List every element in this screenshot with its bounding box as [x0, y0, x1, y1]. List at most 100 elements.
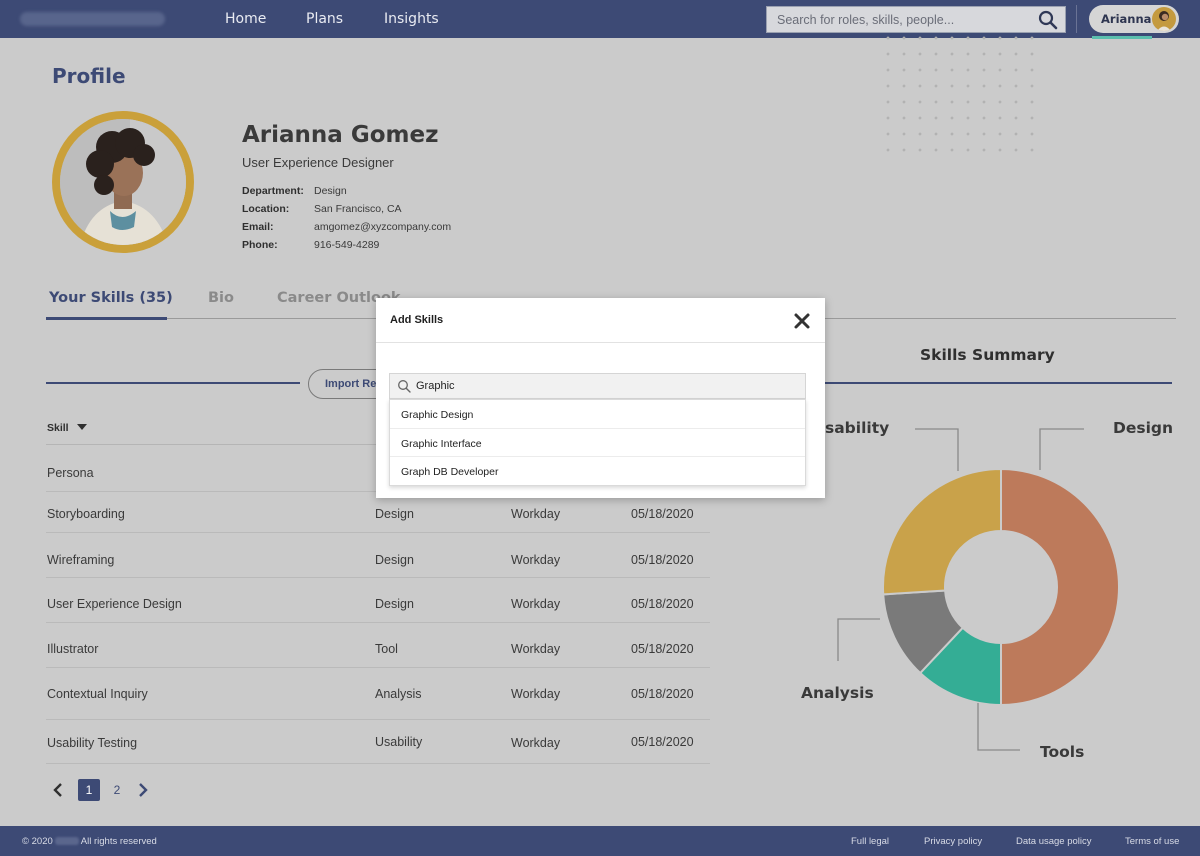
- location-label: Location:: [242, 203, 290, 215]
- leader-line-analysis: [837, 618, 880, 661]
- dot-pattern-decoration: [880, 30, 1040, 158]
- chart-label-design: Design: [1113, 419, 1174, 437]
- company-logo[interactable]: [20, 12, 165, 26]
- modal-title: Add Skills: [390, 314, 444, 326]
- skill-suggestions: Graphic Design Graphic Interface Graph D…: [389, 399, 806, 486]
- summary-section-rule: [825, 382, 1172, 384]
- user-avatar: [1152, 7, 1176, 31]
- active-tab-indicator: [46, 317, 167, 320]
- row-divider: [46, 719, 710, 720]
- nav-link-home[interactable]: Home: [225, 11, 267, 27]
- suggestion-item[interactable]: Graph DB Developer: [390, 456, 805, 484]
- department-label: Department:: [242, 185, 304, 197]
- leader-line-design: [1039, 428, 1084, 470]
- skill-date: 05/18/2020: [631, 735, 694, 749]
- donut-slices: [882, 467, 1120, 707]
- copyright: © 2020 All rights reserved: [22, 836, 157, 847]
- skill-category: Tool: [375, 642, 398, 656]
- footer-link-full-legal[interactable]: Full legal: [851, 836, 890, 847]
- donut-slice-design: [1000, 467, 1120, 707]
- skills-section-rule: [46, 382, 300, 384]
- skill-source: Workday: [511, 736, 561, 750]
- tab-bar-rule-right: [825, 318, 1176, 319]
- row-divider: [46, 577, 710, 578]
- user-name: Arianna: [1101, 12, 1152, 26]
- nav-divider: [1076, 5, 1077, 33]
- leader-line-usability: [915, 428, 959, 471]
- avatar-person-icon: [1157, 11, 1171, 31]
- suggestion-item[interactable]: Graphic Interface: [390, 428, 805, 456]
- phone-value: 916-549-4289: [314, 239, 380, 251]
- profile-role: User Experience Designer: [242, 155, 394, 170]
- nav-link-plans[interactable]: Plans: [306, 11, 344, 27]
- close-icon[interactable]: [792, 311, 812, 331]
- leader-line-tools: [977, 703, 1020, 751]
- footer-link-terms-of-use[interactable]: Terms of use: [1125, 836, 1180, 847]
- skill-source: Workday: [511, 553, 561, 567]
- skill-name: User Experience Design: [47, 597, 182, 611]
- skill-source: Workday: [511, 507, 561, 521]
- page-button-2[interactable]: 2: [113, 783, 121, 797]
- profile-photo: [60, 119, 186, 245]
- chart-label-tools: Tools: [1040, 743, 1085, 761]
- tab-bio[interactable]: Bio: [208, 290, 234, 306]
- tab-career-outlook[interactable]: Career Outlook: [277, 290, 401, 306]
- skill-date: 05/18/2020: [631, 642, 694, 656]
- chevron-right-icon[interactable]: [137, 783, 149, 797]
- department-value: Design: [314, 185, 347, 197]
- user-menu[interactable]: Arianna: [1089, 5, 1179, 33]
- search-icon[interactable]: [1038, 10, 1058, 30]
- modal-header-rule: [376, 342, 825, 343]
- skill-name: Wireframing: [47, 553, 115, 567]
- skill-category: Design: [375, 507, 414, 521]
- skill-date: 05/18/2020: [631, 507, 694, 521]
- skill-search-input[interactable]: [416, 374, 796, 398]
- sort-down-icon: [76, 424, 87, 430]
- skill-date: 05/18/2020: [631, 687, 694, 701]
- tab-your-skills[interactable]: Your Skills (35): [49, 290, 173, 306]
- skill-name: Contextual Inquiry: [47, 687, 148, 701]
- suggestion-item[interactable]: Graphic Design: [401, 409, 474, 421]
- profile-name: Arianna Gomez: [242, 122, 439, 148]
- chevron-left-icon[interactable]: [52, 783, 64, 797]
- skill-name: Persona: [47, 466, 94, 480]
- row-divider: [46, 491, 376, 492]
- footer-link-privacy-policy[interactable]: Privacy policy: [924, 836, 983, 847]
- donut-slice-usability: [882, 467, 1002, 596]
- skill-source: Workday: [511, 687, 561, 701]
- tab-bar-rule: [46, 318, 376, 319]
- skill-name: Usability Testing: [47, 736, 138, 750]
- skill-source: Workday: [511, 597, 561, 611]
- row-divider: [46, 622, 710, 623]
- skill-category: Usability: [375, 735, 423, 749]
- profile-avatar: [52, 111, 194, 253]
- skill-category: Design: [375, 553, 414, 567]
- chart-label-analysis: Analysis: [801, 684, 874, 702]
- skills-summary-title: Skills Summary: [920, 346, 1055, 364]
- search-icon: [398, 380, 411, 393]
- skill-category: Analysis: [375, 687, 422, 701]
- email-label: Email:: [242, 221, 274, 233]
- skill-source: Workday: [511, 642, 561, 656]
- skill-date: 05/18/2020: [631, 553, 694, 567]
- row-divider: [46, 532, 710, 533]
- skill-search: [389, 373, 806, 399]
- donut-slice-tools: [918, 626, 1002, 707]
- donut-slice-analysis: [882, 589, 965, 675]
- page-title: Profile: [52, 64, 126, 88]
- chart-label-usability: sability: [825, 419, 890, 437]
- add-skills-modal: Add Skills Graphic Design Graphic Interf…: [376, 298, 825, 498]
- global-search-input[interactable]: [767, 7, 1029, 32]
- row-divider: [46, 763, 710, 764]
- skill-date: 05/18/2020: [631, 597, 694, 611]
- footer: © 2020 All rights reserved Full legal Pri…: [0, 826, 1200, 856]
- phone-label: Phone:: [242, 239, 278, 251]
- footer-link-data-usage-policy[interactable]: Data usage policy: [1016, 836, 1092, 847]
- skill-column-label: Skill: [47, 422, 69, 434]
- page-button-1[interactable]: 1: [78, 779, 100, 801]
- nav-link-insights[interactable]: Insights: [384, 11, 439, 27]
- skill-column-header[interactable]: Skill: [47, 422, 87, 434]
- global-search: [766, 6, 1066, 33]
- user-menu-underline: [1092, 36, 1152, 39]
- row-divider: [46, 667, 710, 668]
